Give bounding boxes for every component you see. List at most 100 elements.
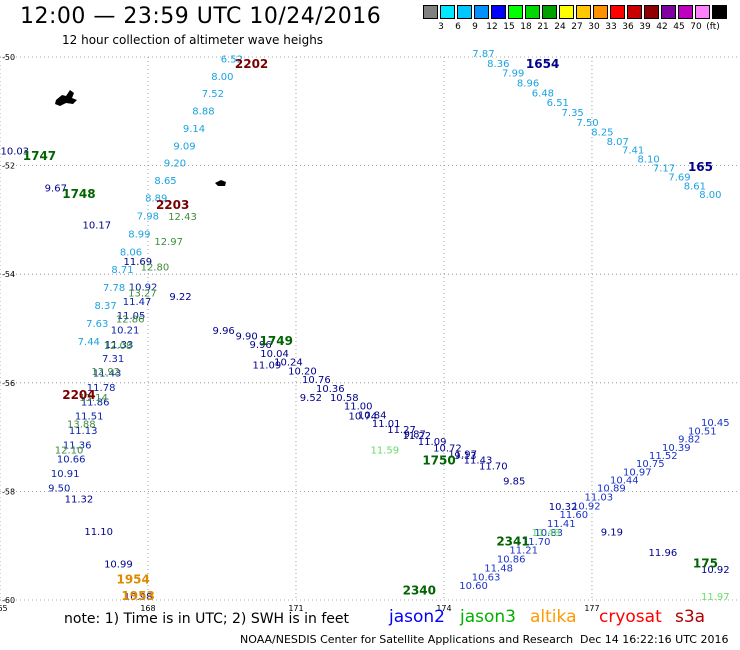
swh-value: 7.87 xyxy=(472,49,494,60)
swh-value: 11.13 xyxy=(69,426,98,437)
lat-label: -56 xyxy=(2,379,15,388)
swh-value: 10.76 xyxy=(302,375,331,386)
legend-item-jason2: jason2 xyxy=(389,607,445,627)
swh-value: 11.43 xyxy=(464,456,493,467)
legend-item-cryosat: cryosat xyxy=(599,607,662,627)
swh-value: 12.86 xyxy=(116,315,145,326)
swh-value: 11.48 xyxy=(532,528,561,539)
swh-value: 8.25 xyxy=(591,128,613,139)
swh-value: 10.92 xyxy=(572,501,601,512)
swh-value: 11.09 xyxy=(253,360,282,371)
legend-item-jason3: jason3 xyxy=(460,607,516,627)
swh-value: 11.97 xyxy=(701,592,730,603)
lon-label: 168 xyxy=(140,604,155,613)
swh-value: 10.83 xyxy=(534,528,563,539)
swh-value: 8.96 xyxy=(517,78,539,89)
swh-value: 11.10 xyxy=(84,527,113,538)
swh-value: 7.99 xyxy=(502,69,524,80)
swh-value: 9.09 xyxy=(173,141,195,152)
swh-value: 11.51 xyxy=(75,412,104,423)
footer-credit: NOAA/NESDIS Center for Satellite Applica… xyxy=(240,633,574,646)
swh-value: 10.21 xyxy=(111,326,140,337)
swh-value: 13.27 xyxy=(128,289,157,300)
swh-value: 11.47 xyxy=(123,297,152,308)
swh-value: 8.10 xyxy=(637,155,659,166)
scale-swatch xyxy=(457,5,472,19)
swh-value: 11.00 xyxy=(344,402,373,413)
swh-value: 10.98 xyxy=(124,592,153,603)
swh-value: 13.14 xyxy=(79,393,108,404)
lat-label: -54 xyxy=(2,270,15,279)
scale-swatch xyxy=(695,5,710,19)
swh-value: 10.84 xyxy=(358,410,387,421)
swh-value: 10.03 xyxy=(0,147,29,158)
swh-value: 11.09 xyxy=(418,437,447,448)
swh-value: 10.92 xyxy=(701,565,730,576)
time-marker: 1749 xyxy=(260,334,293,348)
swh-value: 9.85 xyxy=(503,477,525,488)
swh-value: 6.51 xyxy=(547,98,569,109)
swh-value: 11.48 xyxy=(484,563,513,574)
legend-item-s3a: s3a xyxy=(675,607,706,627)
scale-label: 24 xyxy=(554,22,566,32)
footer-note: note: 1) Time is in UTC; 2) SWH is in fe… xyxy=(64,611,350,627)
swh-value: 10.51 xyxy=(688,426,717,437)
swh-value: 8.71 xyxy=(111,265,133,276)
scale-label: 18 xyxy=(520,22,532,32)
time-marker: 2204 xyxy=(62,388,95,402)
scale-label: 3 xyxy=(438,22,444,32)
legend-item-altika: altika xyxy=(530,607,577,627)
swh-value: 10.36 xyxy=(316,384,345,395)
swh-value: 11.60 xyxy=(559,510,588,521)
lat-label: -58 xyxy=(2,487,15,496)
swh-value: 11.33 xyxy=(105,340,134,351)
swh-value: 10.60 xyxy=(459,581,488,592)
swh-value: 10.58 xyxy=(330,393,359,404)
swh-value: 11.70 xyxy=(479,462,508,473)
time-marker: 2203 xyxy=(156,198,189,212)
swh-value: 9.22 xyxy=(169,292,191,303)
swh-value: 11.59 xyxy=(370,445,399,456)
swh-value: 7.50 xyxy=(576,118,598,129)
scale-label: 42 xyxy=(656,22,668,32)
swh-value: 8.99 xyxy=(128,229,150,240)
scale-swatch xyxy=(712,5,727,19)
lon-label: 165 xyxy=(0,604,8,613)
scale-label: 15 xyxy=(503,22,515,32)
scale-swatch xyxy=(440,5,455,19)
scale-swatch xyxy=(593,5,608,19)
time-marker: 1954 xyxy=(116,573,149,587)
swh-value: 8.06 xyxy=(120,247,142,258)
swh-value: 12.92 xyxy=(91,367,120,378)
time-markers: 2202 165417471651748220317492204175023411… xyxy=(23,57,718,603)
swh-value: 10.24 xyxy=(274,358,303,369)
time-marker: 1654 xyxy=(526,57,559,71)
swh-value: 11.86 xyxy=(81,397,110,408)
scale-swatch xyxy=(610,5,625,19)
swh-value: 11.52 xyxy=(649,451,678,462)
scale-label: 6 xyxy=(455,22,461,32)
lon-label: 174 xyxy=(436,604,451,613)
swh-value: 7.98 xyxy=(137,211,159,222)
swh-value: 7.17 xyxy=(653,163,675,174)
swh-value: 7.63 xyxy=(86,319,108,330)
time-marker: 1750 xyxy=(422,453,455,467)
swh-value: 11.01 xyxy=(372,419,401,430)
swh-value: 7.41 xyxy=(622,146,644,157)
swh-value: 7.35 xyxy=(562,108,584,119)
swh-value: 9.52 xyxy=(300,393,322,404)
time-marker: 2340 xyxy=(403,584,436,598)
swh-value: 8.37 xyxy=(95,301,117,312)
scale-label: 33 xyxy=(605,22,617,32)
scale-label: 39 xyxy=(639,22,651,32)
scale-swatch xyxy=(474,5,489,19)
swh-value: 11.70 xyxy=(522,537,551,548)
scale-label: 70 xyxy=(690,22,702,32)
swh-value: 10.39 xyxy=(662,443,691,454)
page-subtitle: 12 hour collection of altimeter wave hei… xyxy=(62,33,324,47)
swh-value: 7.44 xyxy=(78,337,100,348)
scale-label: 12 xyxy=(486,22,498,32)
swh-value: 11.05 xyxy=(117,311,146,322)
swh-value: 10.92 xyxy=(129,282,158,293)
swh-value: 11.03 xyxy=(585,492,614,503)
